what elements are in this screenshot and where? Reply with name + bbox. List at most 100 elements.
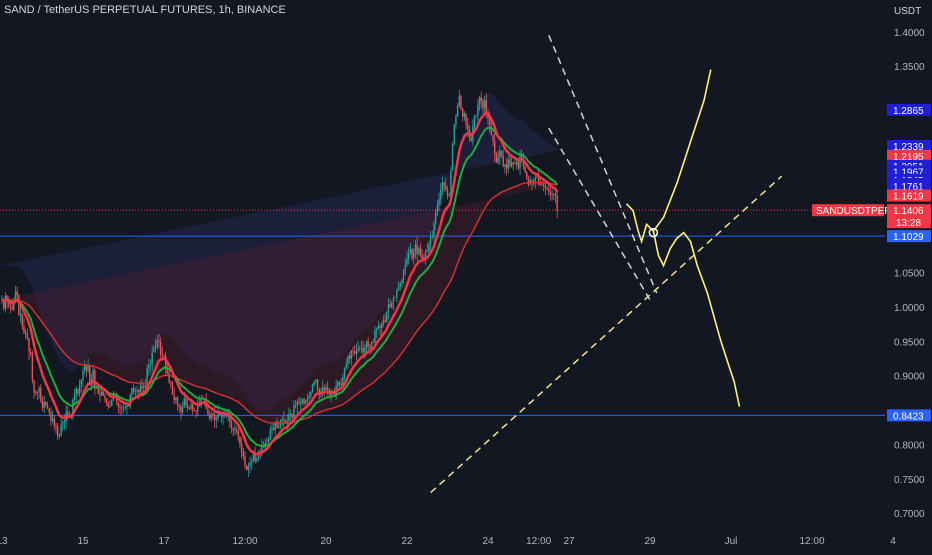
candle-body bbox=[386, 312, 388, 323]
candle-body bbox=[185, 398, 187, 405]
candle-body bbox=[80, 379, 83, 385]
channel-top-line bbox=[548, 34, 658, 294]
candle-body bbox=[554, 193, 557, 196]
candle-body bbox=[83, 365, 86, 371]
x-tick-label: 20 bbox=[320, 536, 332, 547]
candle-body bbox=[310, 391, 312, 397]
candle-body bbox=[291, 413, 293, 418]
candle-body bbox=[269, 430, 272, 439]
candle-body bbox=[153, 348, 155, 352]
candle-body bbox=[35, 392, 37, 394]
candle-body bbox=[374, 330, 376, 343]
candle-body bbox=[186, 404, 189, 408]
y-tick-label: 1.0500 bbox=[894, 269, 925, 280]
candle-body bbox=[242, 452, 245, 456]
candle-body bbox=[23, 326, 25, 333]
candle-body bbox=[237, 431, 239, 437]
hline-label-text: 0.8423 bbox=[893, 411, 924, 422]
candle-body bbox=[455, 116, 457, 125]
candle-body bbox=[33, 380, 35, 393]
candle-body bbox=[382, 320, 385, 325]
candle-body bbox=[436, 205, 439, 214]
candle-body bbox=[343, 367, 346, 377]
candle-body bbox=[271, 428, 273, 431]
candle-body bbox=[463, 113, 466, 117]
x-tick-label: 29 bbox=[644, 536, 656, 547]
candle-body bbox=[428, 243, 430, 252]
candle-body bbox=[355, 351, 358, 355]
axis-unit: USDT bbox=[894, 6, 921, 17]
candle-body bbox=[239, 436, 241, 445]
candle-body bbox=[305, 400, 307, 404]
candle-body bbox=[524, 166, 526, 173]
candle-body bbox=[266, 441, 268, 443]
candle-body bbox=[85, 365, 88, 371]
candle-body bbox=[127, 405, 130, 407]
candle-body bbox=[151, 351, 153, 364]
candle-body bbox=[397, 286, 400, 291]
candle-body bbox=[173, 394, 175, 401]
candle-body bbox=[11, 306, 13, 310]
candle-body bbox=[278, 426, 280, 429]
candle-body bbox=[362, 348, 364, 353]
candle-body bbox=[421, 255, 423, 260]
candle-body bbox=[492, 135, 494, 141]
candle-body bbox=[515, 162, 518, 165]
candle-body bbox=[521, 153, 523, 159]
current-price-box bbox=[887, 204, 931, 229]
candle-body bbox=[485, 100, 488, 113]
candle-body bbox=[55, 426, 57, 427]
candle-body bbox=[542, 184, 545, 186]
candle-body bbox=[107, 402, 110, 407]
candle-body bbox=[364, 347, 366, 353]
candle-body bbox=[110, 400, 113, 407]
candle-body bbox=[99, 393, 101, 396]
ma-fast-line bbox=[1, 112, 559, 456]
x-tick-label: 12:00 bbox=[799, 536, 824, 547]
candle-body bbox=[227, 416, 229, 417]
candle-body bbox=[283, 419, 285, 421]
candle-body bbox=[191, 404, 194, 411]
candle-body bbox=[53, 418, 56, 427]
candle-body bbox=[495, 153, 498, 163]
candle-body bbox=[367, 341, 369, 347]
candle-body bbox=[539, 184, 542, 186]
candle-body bbox=[338, 381, 341, 385]
candle-body bbox=[289, 413, 292, 415]
candle-body bbox=[483, 100, 486, 108]
candle-body bbox=[144, 386, 147, 388]
candle-body bbox=[45, 402, 47, 406]
x-tick-label: Jul bbox=[725, 536, 738, 547]
candle-body bbox=[308, 396, 310, 398]
candle-body bbox=[379, 325, 381, 329]
candle-body bbox=[438, 199, 440, 206]
candle-body bbox=[256, 458, 258, 461]
candle-body bbox=[41, 401, 44, 409]
candle-body bbox=[347, 355, 349, 365]
candle-body bbox=[72, 399, 74, 417]
candle-body bbox=[116, 396, 118, 402]
candle-body bbox=[230, 421, 233, 429]
symbol-label-box bbox=[812, 204, 884, 217]
candle-body bbox=[29, 351, 32, 355]
candle-body bbox=[526, 172, 528, 179]
ma-slow-line bbox=[1, 181, 558, 425]
candle-body bbox=[399, 283, 401, 287]
candle-body bbox=[401, 279, 403, 284]
candle-body bbox=[345, 364, 347, 368]
candle-body bbox=[180, 406, 182, 412]
candle-body bbox=[244, 455, 246, 466]
candle-body bbox=[303, 398, 305, 404]
candle-body bbox=[453, 124, 455, 145]
candle-body bbox=[78, 384, 81, 394]
candle-body bbox=[259, 451, 261, 452]
candle-body bbox=[178, 405, 180, 407]
candle-body bbox=[434, 213, 437, 224]
candle-body bbox=[46, 405, 49, 409]
candle-body bbox=[254, 453, 256, 461]
candle-body bbox=[460, 95, 462, 109]
candle-body bbox=[549, 192, 552, 195]
price-label-box bbox=[887, 103, 931, 116]
